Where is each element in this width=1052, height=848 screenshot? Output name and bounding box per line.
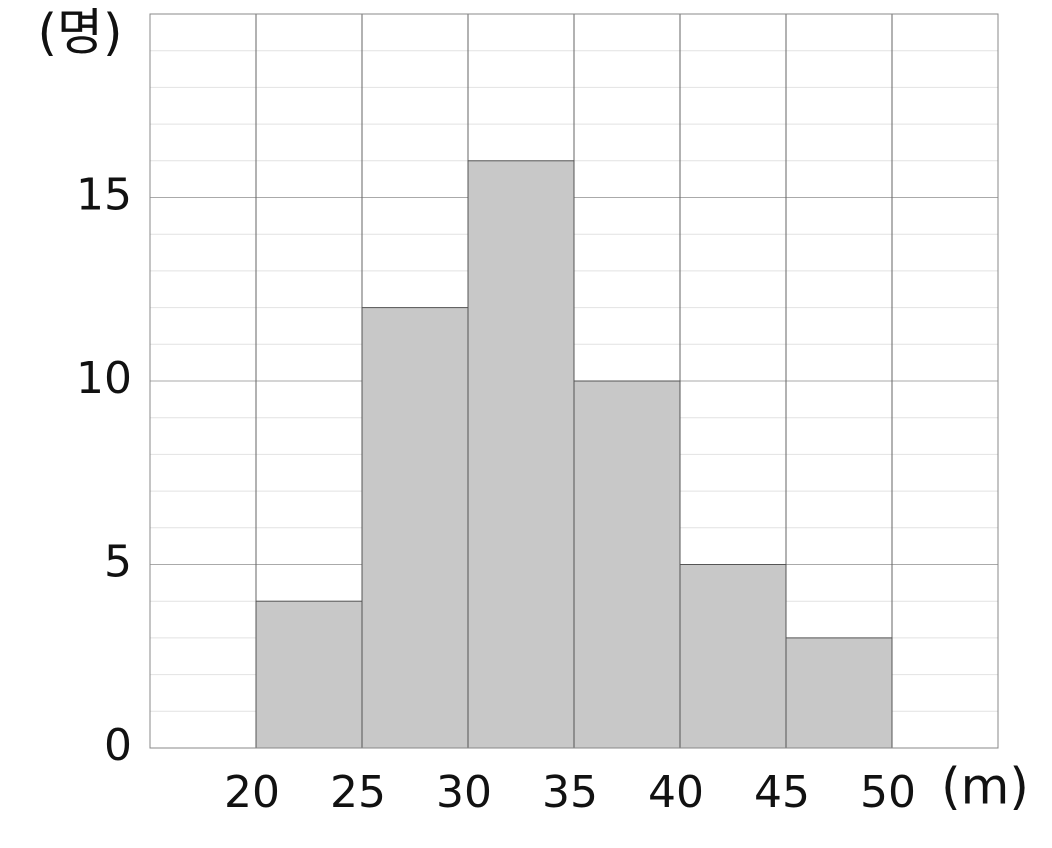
x-axis-label: (m)	[941, 758, 1029, 816]
y-tick-label: 10	[76, 353, 132, 404]
y-axis-label: (명)	[37, 4, 122, 62]
y-tick-label: 0	[104, 720, 132, 771]
bar	[361, 307, 469, 749]
y-tick-label: 15	[76, 170, 132, 221]
bar	[467, 160, 575, 749]
y-tick-label: 5	[104, 537, 132, 588]
x-tick-label: 30	[436, 767, 492, 818]
x-tick-label: 25	[330, 767, 386, 818]
bar	[785, 637, 893, 749]
x-tick-label: 40	[648, 767, 704, 818]
bar	[679, 564, 787, 749]
x-tick-label: 35	[542, 767, 598, 818]
bar	[255, 600, 363, 749]
plot-frame	[149, 13, 999, 749]
bar	[573, 380, 681, 749]
x-tick-label: 20	[224, 767, 280, 818]
x-tick-label: 50	[860, 767, 916, 818]
x-tick-label: 45	[754, 767, 810, 818]
